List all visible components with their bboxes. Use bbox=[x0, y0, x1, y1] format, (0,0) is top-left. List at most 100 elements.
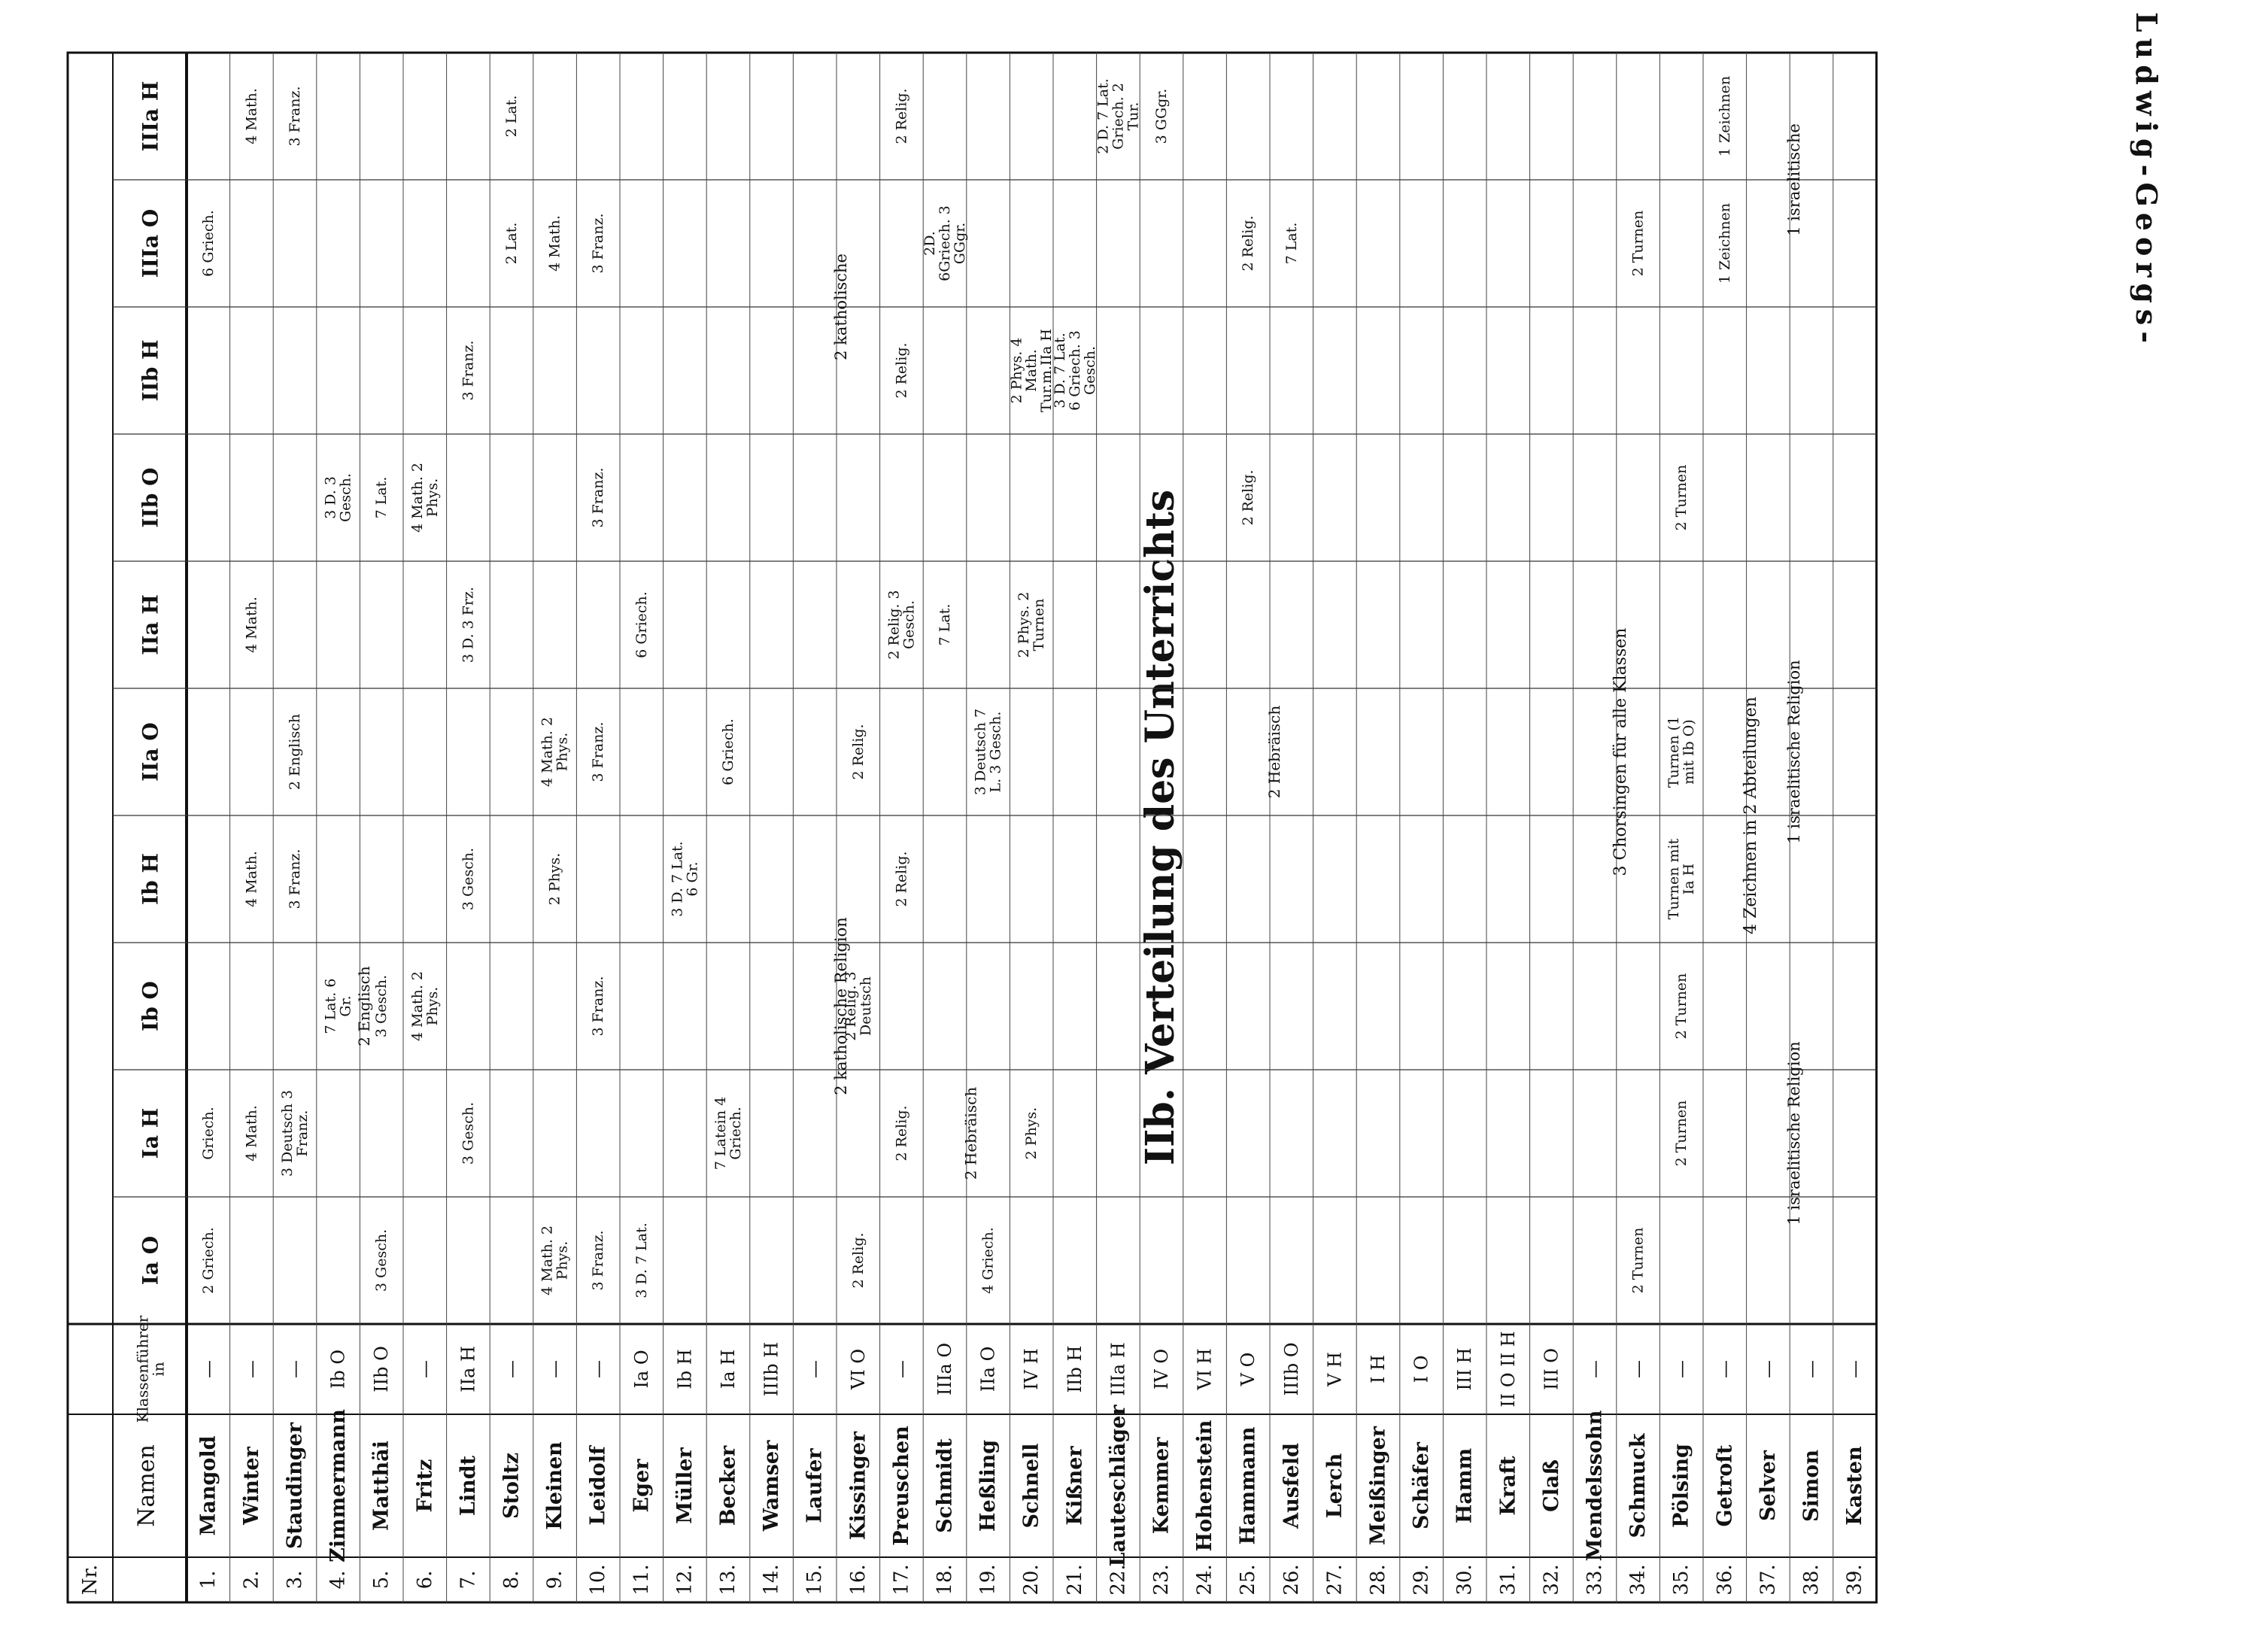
table-row: 29. Schäfer I O bbox=[1410, 1356, 1433, 1596]
class-leader-line: Ia O bbox=[631, 1350, 652, 1388]
lesson-cell-line: 4 Math. bbox=[243, 597, 260, 653]
lesson-cell-line: Gesch. bbox=[1082, 346, 1098, 395]
header-leader-line: Klassenführer bbox=[134, 1315, 152, 1423]
table-row: 36. Getroſt — 1 Zeichnen 1 Zeichnen bbox=[1713, 76, 1736, 1596]
class-leader: — bbox=[1801, 1360, 1822, 1378]
class-leader: IIIb H bbox=[761, 1342, 782, 1396]
row-number: 2. bbox=[240, 1571, 263, 1590]
table-row: 26. Ausfeld IIIb O 7 Lat. bbox=[1280, 223, 1303, 1596]
lesson-cell: 2 Relig. bbox=[1240, 469, 1256, 525]
teacher-name: Preuschen bbox=[890, 1426, 913, 1546]
row-number: 17. bbox=[890, 1564, 912, 1595]
class-leader: — bbox=[284, 1360, 305, 1378]
table-row: 5. Matthäi IIb O 3 Gesch. 3 Gesch. 7 Lat. bbox=[370, 477, 393, 1590]
lesson-cell: 4 Math. bbox=[243, 851, 260, 907]
header-class-iiiah: IIIa H bbox=[138, 81, 163, 152]
row-number: 5. bbox=[370, 1571, 393, 1590]
row-number: 27. bbox=[1323, 1564, 1346, 1595]
class-leader: IIb O bbox=[371, 1346, 392, 1392]
teacher-name: Lindt bbox=[457, 1455, 480, 1516]
class-leader-line: Ib O bbox=[328, 1350, 349, 1389]
teacher-name: Laufer bbox=[803, 1448, 827, 1523]
teacher-name: Müller bbox=[673, 1447, 697, 1524]
lesson-cell-line: 4 Math. bbox=[547, 215, 563, 272]
row-number: 6. bbox=[414, 1571, 436, 1590]
lesson-cell-line: Franz. bbox=[294, 1110, 311, 1157]
lesson-cell: Griech. bbox=[200, 1107, 217, 1160]
lesson-cell-line: L. 3 Gesch. bbox=[988, 712, 1004, 793]
teacher-name: Kemmer bbox=[1150, 1437, 1174, 1534]
lesson-cell-line: 2 Relig. bbox=[850, 724, 867, 779]
lesson-cell: 4 Math. bbox=[243, 597, 260, 653]
table-row: 15. Laufer — bbox=[803, 1360, 827, 1596]
lesson-cell-line: 4 Griech. bbox=[980, 1227, 997, 1294]
header-class-iiiao: IIIa O bbox=[138, 209, 163, 278]
lesson-cell-line: 3 Franz. bbox=[287, 86, 303, 146]
class-leader-line: VI H bbox=[1195, 1348, 1216, 1390]
teacher-name: Hohenstein bbox=[1193, 1420, 1216, 1551]
lesson-cell: 3 GGgr. bbox=[1153, 89, 1170, 144]
table-row: 14. Wamser IIIb H bbox=[760, 1342, 783, 1596]
row-number: 36. bbox=[1714, 1564, 1736, 1595]
lesson-cell-line: 3 D. 3 bbox=[323, 476, 339, 519]
row-number: 34. bbox=[1627, 1564, 1650, 1595]
lesson-cell: 2 Turnen bbox=[1673, 1101, 1690, 1167]
teacher-name: Lerch bbox=[1323, 1453, 1347, 1518]
lesson-cell-line: Gr. bbox=[338, 995, 354, 1016]
lesson-cell: 7 Lat. 6Gr. bbox=[323, 979, 354, 1034]
lesson-cell-line: 2 Lat. bbox=[503, 223, 520, 265]
teacher-name: Hammann bbox=[1237, 1426, 1260, 1544]
lesson-cell: 3 Franz. bbox=[287, 849, 303, 909]
class-leader: IV H bbox=[1021, 1348, 1042, 1389]
table-row: 33. Mendelssohn — bbox=[1584, 1360, 1607, 1596]
teacher-name: Kißner bbox=[1063, 1446, 1086, 1526]
class-leader: IIIb O bbox=[1281, 1342, 1302, 1395]
lesson-cell-line: 2 Turnen bbox=[1673, 973, 1690, 1040]
class-leader: I H bbox=[1368, 1355, 1389, 1383]
lesson-cell-line: 3 D. 3 Frz. bbox=[460, 587, 476, 663]
row-number: 7. bbox=[457, 1571, 479, 1590]
lesson-cell-line: Turnen mit bbox=[1666, 838, 1682, 919]
class-leader-line: III O bbox=[1541, 1348, 1562, 1390]
lesson-cell-line: 2 Griech. bbox=[200, 1227, 217, 1294]
lesson-cell: 3 Gesch. bbox=[373, 1229, 390, 1292]
school-name: Ludwig-Georgs- bbox=[2130, 12, 2164, 349]
class-leader: IIIa O bbox=[934, 1343, 955, 1395]
header-class-ibh: Ib H bbox=[138, 853, 163, 905]
class-leader-line: IIa O bbox=[978, 1347, 999, 1392]
lesson-cell: 2 Relig. bbox=[893, 1105, 909, 1161]
table-row: 38. Simon — bbox=[1800, 1360, 1823, 1596]
table-row: 34. Schmuck — 2 Turnen 2 Turnen bbox=[1626, 211, 1650, 1596]
teacher-name: Schäfer bbox=[1410, 1441, 1433, 1529]
lesson-cell: 3 Franz. bbox=[590, 721, 606, 782]
page-title: IIb. Verteilung des Unterrichts bbox=[1137, 490, 1183, 1165]
class-leader-line: I O bbox=[1411, 1356, 1432, 1383]
lesson-cell-line: 7 Lat. bbox=[1283, 223, 1300, 265]
lesson-cell-line: 2 Turnen bbox=[1673, 465, 1690, 531]
lesson-cell: 2 Phys. bbox=[547, 853, 563, 906]
lesson-cell-line: 3 Deutsch 3 bbox=[279, 1090, 296, 1177]
lesson-cell-line: 7 Latein 4 bbox=[712, 1097, 729, 1170]
class-leader: IIa H bbox=[457, 1346, 478, 1392]
teacher-name: Meißinger bbox=[1367, 1426, 1390, 1545]
table-row: 35. Pölsing — 2 Turnen 2 Turnen Turnen mitIa … bbox=[1666, 465, 1697, 1596]
span-hebraeisch: 2 Hebräisch bbox=[962, 1087, 980, 1180]
class-leader: — bbox=[545, 1360, 566, 1378]
lesson-cell-line: 6 Griech. bbox=[720, 718, 736, 785]
class-leader-line: V H bbox=[1324, 1352, 1345, 1387]
header-class-iiao: IIa O bbox=[138, 722, 163, 781]
class-leader-line: — bbox=[1801, 1360, 1822, 1378]
lesson-cell: 2 Relig. bbox=[893, 342, 909, 398]
table-row: 11. Eger Ia O 3 D. 7 Lat. 6 Griech. bbox=[630, 591, 653, 1596]
class-leader-line: IIIb O bbox=[1281, 1342, 1302, 1395]
class-leader-line: IIIb H bbox=[761, 1342, 782, 1396]
table-row: 22.Lauteschläger IIIa H 2 D. 7 Lat.Griech.… bbox=[1095, 78, 1141, 1595]
